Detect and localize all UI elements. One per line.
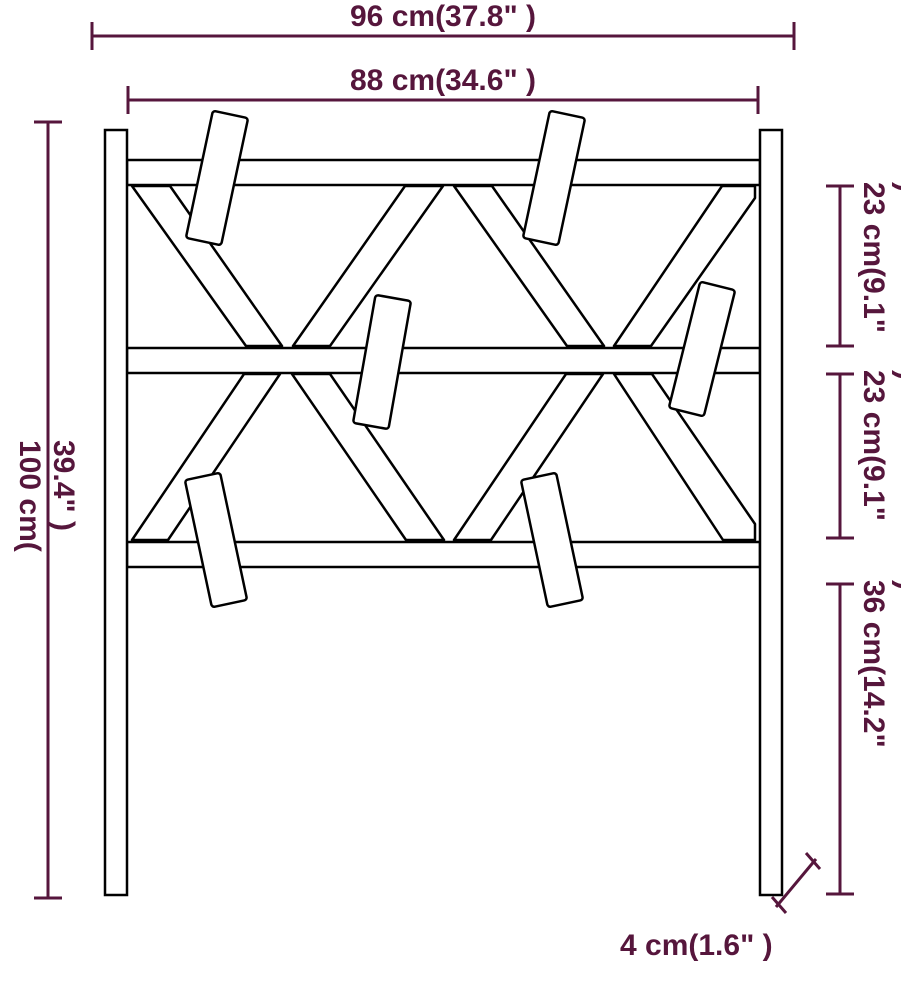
- dim-depth: 4 cm(1.6" ): [620, 929, 773, 962]
- dim-height-line2: 39.4" ): [47, 440, 80, 531]
- dim-right1-line2: ): [891, 182, 901, 192]
- dim-height-line1: 100 cm(: [13, 440, 46, 552]
- dim-right2-line1: 23 cm(9.1": [857, 370, 890, 521]
- headboard-drawing: [105, 111, 782, 895]
- dim-right1-line1: 23 cm(9.1": [857, 182, 890, 333]
- dim-right3-line1: 36 cm(14.2": [857, 580, 890, 748]
- dim-right3-line2: ): [891, 580, 901, 590]
- dim-width-inner: 88 cm(34.6" ): [350, 64, 536, 97]
- dim-width-outer: 96 cm(37.8" ): [350, 0, 536, 33]
- dim-right2-line2: ): [891, 370, 901, 380]
